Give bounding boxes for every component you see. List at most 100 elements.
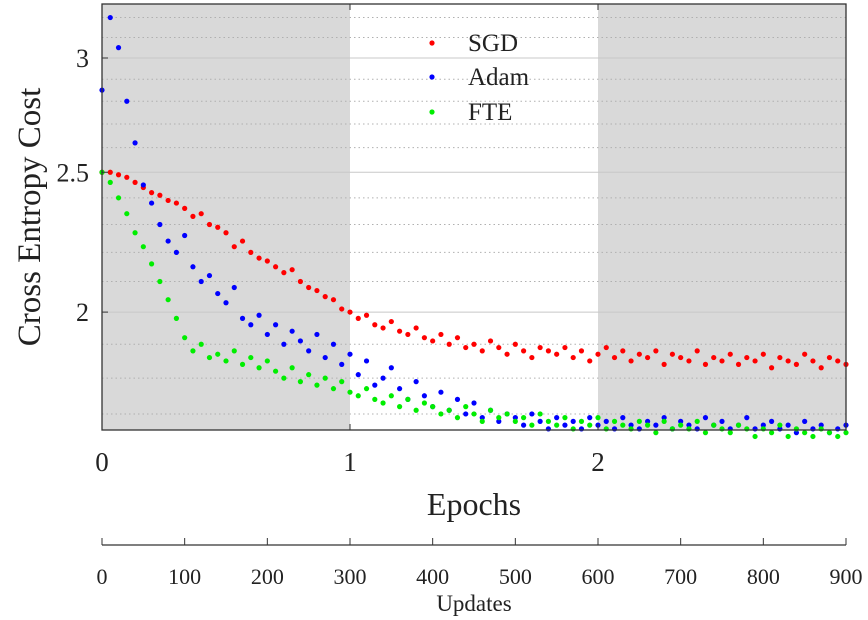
data-point bbox=[521, 415, 527, 421]
data-point bbox=[678, 422, 684, 428]
data-point bbox=[388, 318, 394, 325]
data-point bbox=[496, 344, 502, 351]
data-point bbox=[645, 422, 651, 428]
data-point bbox=[330, 297, 337, 303]
data-point bbox=[289, 365, 295, 371]
data-point bbox=[165, 238, 171, 244]
data-point bbox=[752, 426, 758, 432]
data-point bbox=[190, 264, 196, 270]
data-point bbox=[496, 418, 502, 424]
data-point bbox=[454, 396, 461, 402]
data-point bbox=[504, 351, 510, 357]
data-point bbox=[239, 238, 246, 244]
legend-marker-fte bbox=[429, 109, 435, 115]
data-point bbox=[793, 430, 800, 436]
data-point bbox=[322, 294, 328, 300]
data-point bbox=[281, 270, 287, 276]
data-point bbox=[694, 426, 700, 432]
data-point bbox=[636, 418, 642, 424]
data-point bbox=[140, 182, 146, 188]
data-point bbox=[405, 331, 411, 338]
data-point bbox=[273, 264, 279, 270]
x-axis-epoch-ticks: 0 1 2 bbox=[95, 4, 605, 477]
data-point bbox=[826, 354, 833, 361]
data-point bbox=[248, 249, 254, 255]
x2-tick-label: 100 bbox=[168, 564, 201, 589]
data-point bbox=[578, 348, 585, 354]
data-point bbox=[636, 426, 642, 432]
data-point bbox=[760, 426, 766, 432]
data-point bbox=[206, 354, 213, 361]
data-point bbox=[264, 331, 270, 338]
data-point bbox=[595, 351, 601, 357]
data-point bbox=[264, 258, 270, 264]
data-point bbox=[752, 433, 758, 440]
data-point bbox=[769, 430, 775, 436]
data-point bbox=[182, 335, 188, 341]
legend: SGD Adam FTE bbox=[429, 30, 530, 126]
x2-tick-label: 800 bbox=[747, 564, 780, 589]
data-point bbox=[578, 426, 585, 432]
data-point bbox=[339, 379, 345, 385]
data-point bbox=[347, 309, 353, 315]
data-point bbox=[678, 418, 684, 424]
y-axis-ticks: 22.53 bbox=[57, 44, 108, 327]
data-point bbox=[281, 341, 287, 347]
data-point bbox=[512, 415, 518, 421]
data-point bbox=[190, 348, 196, 354]
shaded-epoch-band bbox=[598, 4, 846, 430]
data-point bbox=[273, 322, 279, 328]
data-point bbox=[471, 400, 477, 406]
data-point bbox=[785, 433, 791, 440]
data-point bbox=[686, 422, 692, 428]
data-point bbox=[264, 358, 270, 364]
data-point bbox=[372, 382, 378, 388]
plot-background bbox=[102, 4, 846, 430]
data-point bbox=[562, 344, 568, 351]
data-point bbox=[149, 200, 155, 206]
data-point bbox=[140, 244, 146, 250]
data-point bbox=[727, 430, 733, 436]
data-point bbox=[760, 351, 766, 357]
data-point bbox=[661, 418, 667, 424]
data-point bbox=[132, 140, 138, 146]
data-point bbox=[165, 297, 171, 303]
data-point bbox=[388, 393, 394, 399]
data-point bbox=[521, 422, 527, 428]
data-point bbox=[471, 341, 477, 347]
data-point bbox=[322, 375, 328, 381]
data-point bbox=[769, 418, 775, 424]
data-point bbox=[487, 407, 494, 413]
data-point bbox=[132, 230, 138, 236]
x2-tick-label: 300 bbox=[334, 564, 367, 589]
data-point bbox=[206, 221, 213, 228]
data-point bbox=[611, 354, 618, 361]
legend-label: Adam bbox=[468, 64, 530, 91]
data-point bbox=[711, 422, 717, 428]
data-point bbox=[281, 375, 287, 381]
data-point bbox=[115, 172, 122, 178]
data-point bbox=[735, 422, 742, 428]
data-point bbox=[297, 338, 303, 344]
x2-tick-label: 900 bbox=[830, 564, 863, 589]
x2-tick-label: 600 bbox=[582, 564, 615, 589]
data-point bbox=[314, 287, 320, 294]
data-point bbox=[215, 224, 221, 230]
data-point bbox=[562, 415, 568, 421]
data-point bbox=[446, 407, 452, 413]
data-point bbox=[603, 426, 609, 432]
x2-tick-label: 400 bbox=[416, 564, 449, 589]
data-point bbox=[711, 354, 717, 361]
data-point bbox=[628, 358, 634, 364]
data-point bbox=[686, 358, 692, 364]
series-sgd bbox=[99, 169, 849, 371]
data-point bbox=[463, 344, 469, 351]
series-fte bbox=[99, 169, 849, 440]
data-point bbox=[545, 348, 552, 354]
data-point bbox=[215, 290, 221, 297]
data-point bbox=[438, 331, 444, 338]
data-point bbox=[397, 386, 403, 392]
data-point bbox=[363, 386, 370, 392]
data-point bbox=[810, 426, 816, 432]
